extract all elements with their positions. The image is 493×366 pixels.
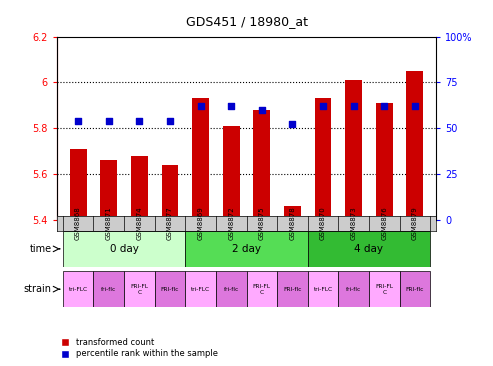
Bar: [284, 206, 301, 220]
Point: [197, 103, 205, 109]
Bar: [223, 126, 240, 220]
Text: GSM8871: GSM8871: [106, 206, 112, 240]
Bar: [246, 271, 277, 307]
Bar: [94, 271, 124, 307]
Text: strain: strain: [24, 284, 52, 294]
Bar: [192, 98, 209, 220]
Text: GSM8878: GSM8878: [289, 206, 295, 240]
Bar: [406, 71, 423, 220]
Bar: [369, 271, 399, 307]
Text: FRI-flc: FRI-flc: [406, 287, 424, 292]
Bar: [100, 160, 117, 220]
Bar: [308, 231, 430, 267]
Text: fri-flc: fri-flc: [223, 287, 239, 292]
Point: [227, 103, 235, 109]
Text: FRI-FL
C: FRI-FL C: [253, 284, 271, 295]
Text: GSM8870: GSM8870: [320, 206, 326, 240]
Point: [258, 107, 266, 113]
Text: GSM8879: GSM8879: [412, 206, 418, 240]
Bar: [63, 231, 185, 267]
Point: [288, 122, 296, 127]
Bar: [376, 103, 393, 220]
Legend: transformed count, percentile rank within the sample: transformed count, percentile rank withi…: [53, 335, 221, 362]
Bar: [216, 271, 246, 307]
Bar: [185, 231, 308, 267]
Text: FRI-flc: FRI-flc: [283, 287, 302, 292]
Point: [350, 103, 357, 109]
Text: 2 day: 2 day: [232, 244, 261, 254]
Bar: [315, 98, 331, 220]
Bar: [338, 271, 369, 307]
Text: GDS451 / 18980_at: GDS451 / 18980_at: [185, 15, 308, 28]
Bar: [345, 80, 362, 220]
Point: [411, 103, 419, 109]
Bar: [185, 271, 216, 307]
Point: [380, 103, 388, 109]
Point: [136, 118, 143, 124]
Text: time: time: [30, 244, 52, 254]
Bar: [70, 149, 87, 220]
Text: FRI-flc: FRI-flc: [161, 287, 179, 292]
Text: FRI-FL
C: FRI-FL C: [130, 284, 148, 295]
Text: tri-FLC: tri-FLC: [191, 287, 210, 292]
Text: 0 day: 0 day: [109, 244, 139, 254]
Text: FRI-FL
C: FRI-FL C: [375, 284, 393, 295]
Bar: [155, 271, 185, 307]
Text: GSM8872: GSM8872: [228, 206, 234, 240]
Text: tri-FLC: tri-FLC: [314, 287, 333, 292]
Text: GSM8875: GSM8875: [259, 206, 265, 240]
Text: GSM8868: GSM8868: [75, 206, 81, 240]
Point: [166, 118, 174, 124]
Text: tri-FLC: tri-FLC: [69, 287, 88, 292]
Bar: [308, 271, 338, 307]
Bar: [63, 271, 94, 307]
Text: 4 day: 4 day: [354, 244, 384, 254]
Text: GSM8874: GSM8874: [137, 206, 142, 240]
Bar: [277, 271, 308, 307]
Bar: [253, 110, 270, 220]
Bar: [162, 165, 178, 220]
Point: [105, 118, 113, 124]
Point: [74, 118, 82, 124]
Text: GSM8877: GSM8877: [167, 206, 173, 240]
Bar: [124, 271, 155, 307]
Text: GSM8873: GSM8873: [351, 206, 356, 240]
Bar: [131, 156, 148, 220]
Text: fri-flc: fri-flc: [101, 287, 116, 292]
Text: GSM8869: GSM8869: [198, 206, 204, 240]
Text: GSM8876: GSM8876: [381, 206, 387, 240]
Text: fri-flc: fri-flc: [346, 287, 361, 292]
Point: [319, 103, 327, 109]
Bar: [399, 271, 430, 307]
